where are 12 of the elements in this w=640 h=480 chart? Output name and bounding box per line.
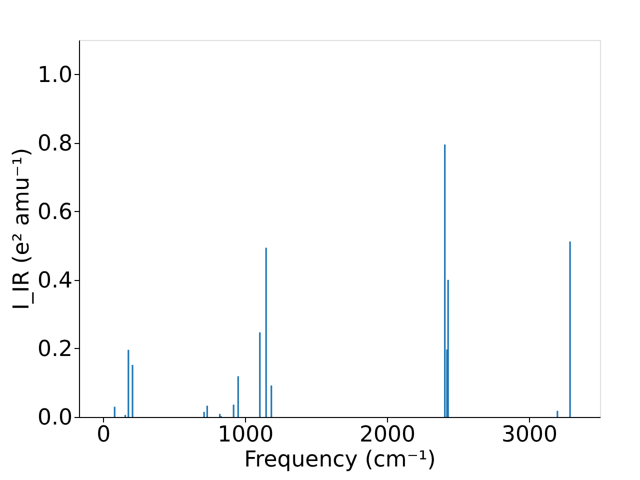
x-axis-title: Frequency (cm⁻¹) [244,448,436,472]
y-axis-title: I_IR (e² amu⁻¹) [10,148,35,310]
y-tick-label: 0.4 [38,268,72,294]
y-tick-label: 0.6 [38,200,72,225]
x-tick-label: 1000 [218,422,274,448]
y-tick-label: 1.0 [38,62,72,88]
y-tick-label: 0.2 [38,336,72,362]
y-tick-label: 0.8 [38,131,72,156]
x-tick-label: 3000 [502,422,558,448]
x-tick-label: 2000 [360,422,416,448]
y-tick-label: 0.0 [38,406,72,430]
x-tick-label: 0 [96,422,111,448]
